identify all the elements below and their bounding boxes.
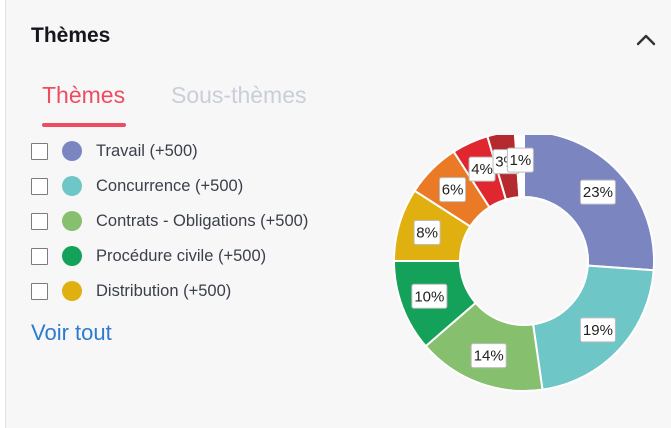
legend-label: Travail (+500) — [96, 141, 198, 160]
slice-label: 1% — [506, 147, 534, 173]
legend-label: Concurrence (+500) — [96, 176, 244, 195]
slice-label-box — [506, 147, 534, 173]
legend-item-concurrence: Concurrence (+500) — [31, 174, 243, 198]
tab-themes[interactable]: Thèmes — [42, 82, 126, 108]
legend-color-dot — [62, 141, 82, 161]
slice-percent-text: 19% — [583, 322, 613, 339]
slice-label: 14% — [470, 343, 507, 369]
legend-item-travail: Travail (+500) — [31, 139, 198, 163]
slice-label: 10% — [411, 283, 448, 309]
chevron-up-icon[interactable] — [634, 32, 658, 48]
legend-checkbox[interactable] — [31, 177, 48, 195]
themes-panel: Thèmes Thèmes Sous-thèmes Travail (+500)… — [5, 0, 671, 428]
slice-label-box — [413, 220, 441, 246]
slice-percent-text: 4% — [471, 161, 493, 178]
legend-label: Contrats - Obligations (+500) — [96, 211, 309, 230]
slice-label: 4% — [468, 156, 496, 182]
panel-title: Thèmes — [31, 24, 111, 47]
slice-label-box — [470, 343, 507, 369]
see-all-link[interactable]: Voir tout — [31, 320, 112, 345]
legend-item-contrats: Contrats - Obligations (+500) — [31, 209, 308, 233]
slice-percent-text: 23% — [583, 184, 613, 201]
legend-label: Procédure civile (+500) — [96, 246, 267, 265]
legend-checkbox[interactable] — [31, 247, 48, 265]
slice-label-box — [579, 179, 616, 205]
legend-color-dot — [62, 176, 82, 196]
themes-donut-chart: 23%19%14%10%8%6%4% 3%1% — [392, 135, 655, 392]
legend-color-dot — [62, 211, 82, 231]
legend-checkbox[interactable] — [31, 142, 48, 160]
slice-label-box — [411, 283, 448, 309]
active-tab-indicator — [42, 123, 126, 127]
legend-checkbox[interactable] — [31, 212, 48, 230]
legend-checkbox[interactable] — [31, 282, 48, 300]
slice-percent-text: 1% — [510, 152, 532, 169]
slice-label: 23% — [579, 179, 616, 205]
slice-percent-text: 14% — [474, 348, 504, 365]
slice-percent-text: 6% — [442, 182, 464, 199]
tab-sous-themes[interactable]: Sous-thèmes — [171, 82, 307, 108]
slice-label: 19% — [579, 317, 616, 343]
legend-label: Distribution (+500) — [96, 281, 232, 300]
legend-color-dot — [62, 246, 82, 266]
slice-label: 8% — [413, 220, 441, 246]
legend-item-distribution: Distribution (+500) — [31, 279, 231, 303]
slice-label-box — [579, 317, 616, 343]
slice-label: 6% — [439, 177, 467, 203]
slice-percent-text: 10% — [414, 288, 444, 305]
slice-percent-text: 8% — [416, 225, 438, 242]
legend-item-procedure-civile: Procédure civile (+500) — [31, 244, 266, 268]
legend-color-dot — [62, 281, 82, 301]
slice-label-box — [439, 177, 467, 203]
